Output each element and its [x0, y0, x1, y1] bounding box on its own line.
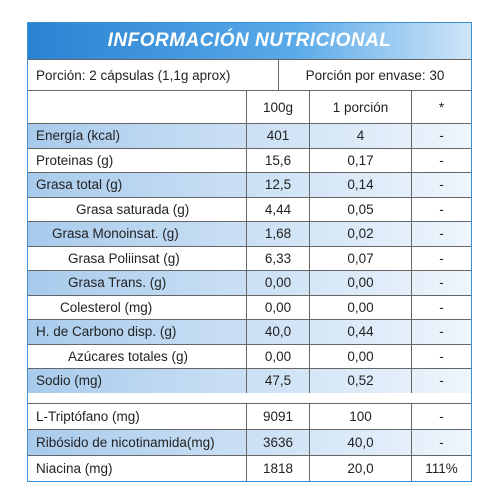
cell-value: 0,14	[309, 173, 411, 197]
cell-value: 0,02	[309, 222, 411, 246]
cell-value: -	[411, 429, 471, 455]
cell-value: 0,00	[246, 344, 309, 368]
cell-value: 0,44	[309, 320, 411, 344]
table-row: Sodio (mg) 47,5 0,52-	[28, 368, 471, 393]
table-title: INFORMACIÓN NUTRICIONAL	[28, 23, 471, 59]
nutrition-table: INFORMACIÓN NUTRICIONAL Porción: 2 cápsu…	[27, 22, 472, 482]
cell-value: 0,05	[309, 197, 411, 221]
table-row: Grasa saturada (g) 4,44 0,05-	[28, 196, 471, 221]
column-header-row: 100g 1 porción *	[28, 90, 471, 123]
cell-value: 40,0	[246, 320, 309, 344]
row-label: Proteinas (g)	[36, 152, 114, 168]
cell-value: -	[411, 344, 471, 368]
cell-value: 4,44	[246, 197, 309, 221]
serving-row: Porción: 2 cápsulas (1,1g aprox) Porción…	[28, 59, 471, 90]
table-row: L-Triptófano (mg) 9091 100-	[28, 402, 471, 429]
row-label: Energía (kcal)	[36, 128, 121, 144]
row-label: H. de Carbono disp. (g)	[36, 324, 177, 340]
cell-value: 401	[246, 124, 309, 148]
table-row: Grasa Poliinsat (g) 6,33 0,07-	[28, 245, 471, 270]
column-header: 1 porción	[309, 91, 411, 123]
row-label: Niacina (mg)	[36, 460, 113, 476]
cell-value: 20,0	[309, 455, 411, 481]
cell-value: 0,00	[309, 344, 411, 368]
cell-value: 0,00	[309, 271, 411, 295]
row-label: Colesterol (mg)	[60, 299, 153, 315]
cell-value: 3636	[246, 429, 309, 455]
column-header: 100g	[246, 91, 309, 123]
table-row: Colesterol (mg) 0,00 0,00-	[28, 294, 471, 319]
cell-value: 0,00	[246, 295, 309, 319]
table-row: Grasa Monoinsat. (g) 1,68 0,02-	[28, 221, 471, 246]
cell-value: 1,68	[246, 222, 309, 246]
table-row: Ribósido de nicotinamida(mg) 3636 40,0-	[28, 428, 471, 455]
row-label: Grasa Monoinsat. (g)	[52, 226, 179, 242]
row-label: L-Triptófano (mg)	[36, 408, 140, 424]
row-label: Grasa Trans. (g)	[68, 275, 167, 291]
row-label: Sodio (mg)	[36, 373, 103, 389]
cell-value: 15,6	[246, 148, 309, 172]
cell-value: -	[411, 403, 471, 429]
table-row: Grasa total (g) 12,5 0,14-	[28, 172, 471, 197]
cell-value: 0,00	[309, 295, 411, 319]
cell-value: 4	[309, 124, 411, 148]
cell-value: -	[411, 173, 471, 197]
cell-value: 12,5	[246, 173, 309, 197]
row-label: Grasa total (g)	[36, 177, 123, 193]
column-header: *	[411, 91, 471, 123]
cell-value: -	[411, 246, 471, 270]
cell-value: 0,52	[309, 369, 411, 393]
table-row: H. de Carbono disp. (g) 40,0 0,44-	[28, 319, 471, 344]
serving-per-container: Porción por envase: 30	[278, 60, 471, 90]
empty-header	[28, 91, 246, 123]
table-row: Azúcares totales (g) 0,00 0,00-	[28, 343, 471, 368]
cell-value: 9091	[246, 403, 309, 429]
cell-value: 111%	[411, 455, 471, 481]
table-row: Energía (kcal) 401 4-	[28, 123, 471, 148]
cell-value: 6,33	[246, 246, 309, 270]
cell-value: -	[411, 197, 471, 221]
cell-value: -	[411, 124, 471, 148]
cell-value: -	[411, 148, 471, 172]
row-label: Grasa saturada (g)	[76, 201, 190, 217]
cell-value: -	[411, 295, 471, 319]
cell-value: 0,00	[246, 271, 309, 295]
table-body: Energía (kcal) 401 4- Proteinas (g) 15,6 0,17…	[28, 123, 471, 481]
cell-value: -	[411, 222, 471, 246]
row-label: Azúcares totales (g)	[68, 348, 189, 364]
cell-value: 100	[309, 403, 411, 429]
cell-value: -	[411, 271, 471, 295]
cell-value: 47,5	[246, 369, 309, 393]
table-row: Niacina (mg) 1818 20,0 111%	[28, 454, 471, 481]
cell-value: 40,0	[309, 429, 411, 455]
table-row: Grasa Trans. (g) 0,00 0,00-	[28, 270, 471, 295]
cell-value: 0,17	[309, 148, 411, 172]
cell-value: 0,07	[309, 246, 411, 270]
serving-portion: Porción: 2 cápsulas (1,1g aprox)	[36, 67, 231, 83]
cell-value: 1818	[246, 455, 309, 481]
table-row: Proteinas (g) 15,6 0,17-	[28, 147, 471, 172]
row-label: Grasa Poliinsat (g)	[68, 250, 180, 266]
cell-value: -	[411, 369, 471, 393]
cell-value: -	[411, 320, 471, 344]
row-label: Ribósido de nicotinamida(mg)	[36, 434, 215, 450]
